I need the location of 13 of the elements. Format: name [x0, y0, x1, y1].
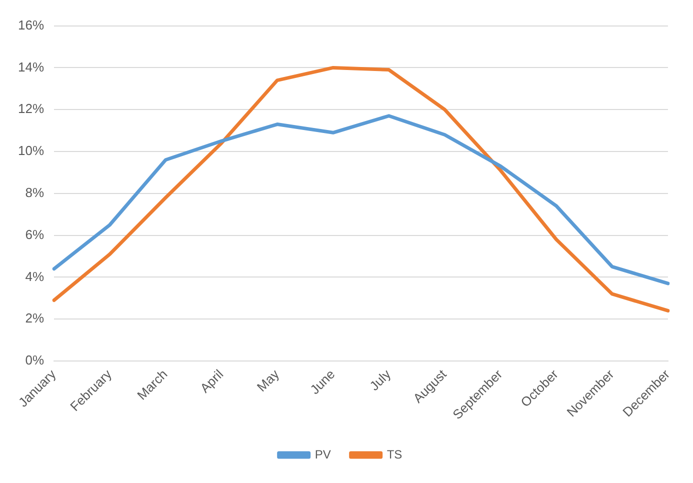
- y-tick-label: 16%: [18, 17, 44, 32]
- y-tick-label: 10%: [18, 143, 44, 158]
- x-tick-label: May: [254, 366, 282, 395]
- y-tick-label: 6%: [25, 226, 44, 242]
- y-tick-label: 2%: [25, 310, 44, 326]
- y-tick-label: 0%: [25, 352, 44, 368]
- y-tick-label: 8%: [25, 184, 44, 200]
- legend-label: PV: [314, 447, 331, 462]
- y-tick-label: 4%: [25, 268, 44, 284]
- x-tick-label: July: [366, 366, 394, 394]
- legend-label: TS: [386, 447, 402, 462]
- y-tick-label: 12%: [18, 101, 44, 116]
- y-tick-label: 14%: [18, 59, 44, 74]
